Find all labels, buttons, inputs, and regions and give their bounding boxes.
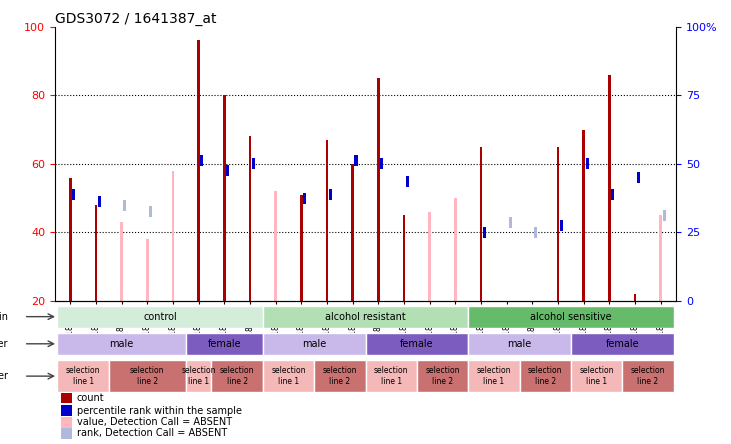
Bar	[622, 360, 673, 392]
Bar	[428, 212, 431, 301]
Bar	[223, 95, 226, 301]
Bar	[186, 333, 263, 355]
Bar	[314, 360, 366, 392]
Bar	[211, 360, 263, 392]
Text: control: control	[143, 312, 177, 321]
Bar	[608, 75, 610, 301]
Bar	[480, 147, 482, 301]
Bar	[149, 206, 152, 218]
Text: alcohol sensitive: alcohol sensitive	[530, 312, 612, 321]
Bar	[571, 333, 673, 355]
Text: selection
line 1: selection line 1	[271, 366, 306, 386]
Text: selection
line 2: selection line 2	[220, 366, 254, 386]
Bar	[468, 360, 520, 392]
Bar	[637, 172, 640, 183]
Bar	[366, 333, 468, 355]
Text: selection
line 2: selection line 2	[528, 366, 562, 386]
Bar	[186, 360, 211, 392]
Text: female: female	[400, 339, 433, 349]
Bar	[662, 210, 666, 221]
Bar	[61, 405, 72, 416]
Bar	[223, 157, 226, 301]
Bar	[326, 140, 328, 301]
Bar	[303, 193, 306, 204]
Bar	[146, 239, 148, 301]
Bar	[366, 360, 417, 392]
Text: strain: strain	[0, 312, 8, 321]
Bar	[468, 305, 673, 328]
Text: gender: gender	[0, 339, 8, 349]
Bar	[380, 159, 383, 169]
Bar	[611, 189, 614, 200]
Text: selection
line 1: selection line 1	[580, 366, 614, 386]
Bar	[557, 147, 559, 301]
Bar	[659, 215, 662, 301]
Text: alcohol resistant: alcohol resistant	[325, 312, 406, 321]
Bar	[468, 333, 571, 355]
Bar	[61, 417, 72, 428]
Text: female: female	[605, 339, 639, 349]
Text: selection
line 1: selection line 1	[181, 366, 216, 386]
Bar	[454, 198, 457, 301]
Bar	[109, 360, 186, 392]
Bar	[197, 40, 200, 301]
Text: value, Detection Call = ABSENT: value, Detection Call = ABSENT	[77, 417, 232, 427]
Text: selection
line 1: selection line 1	[374, 366, 409, 386]
Bar	[61, 392, 72, 403]
Bar	[586, 159, 588, 169]
Bar	[352, 164, 354, 301]
Bar	[249, 136, 251, 301]
Bar	[98, 196, 101, 207]
Bar	[226, 165, 229, 176]
Bar	[263, 305, 468, 328]
Bar	[58, 305, 263, 328]
Bar	[58, 360, 109, 392]
Bar	[94, 205, 97, 301]
Bar	[200, 155, 203, 166]
Bar	[121, 222, 123, 301]
Bar	[509, 217, 512, 228]
Bar	[58, 333, 186, 355]
Text: selection
line 1: selection line 1	[477, 366, 511, 386]
Bar	[251, 159, 255, 169]
Bar	[403, 215, 405, 301]
Bar	[571, 360, 622, 392]
Bar	[534, 227, 537, 238]
Bar	[483, 227, 486, 238]
Bar	[263, 333, 366, 355]
Bar	[172, 171, 174, 301]
Bar	[263, 360, 314, 392]
Text: rank, Detection Call = ABSENT: rank, Detection Call = ABSENT	[77, 428, 227, 438]
Text: selection
line 2: selection line 2	[322, 366, 357, 386]
Bar	[560, 220, 563, 231]
Text: selection
line 1: selection line 1	[66, 366, 100, 386]
Bar	[406, 175, 409, 186]
Bar	[69, 178, 72, 301]
Bar	[274, 191, 277, 301]
Text: selection
line 2: selection line 2	[631, 366, 665, 386]
Text: selection
line 2: selection line 2	[425, 366, 460, 386]
Text: percentile rank within the sample: percentile rank within the sample	[77, 406, 241, 416]
Text: other: other	[0, 371, 8, 381]
Bar	[634, 294, 637, 301]
Text: male: male	[507, 339, 531, 349]
Text: selection
line 2: selection line 2	[130, 366, 164, 386]
Bar	[583, 130, 585, 301]
Bar	[355, 155, 357, 166]
Text: female: female	[208, 339, 241, 349]
Bar	[124, 199, 126, 210]
Text: count: count	[77, 393, 105, 403]
Bar	[377, 78, 379, 301]
Bar	[300, 195, 303, 301]
Bar	[329, 189, 332, 200]
Text: male: male	[302, 339, 326, 349]
Text: GDS3072 / 1641387_at: GDS3072 / 1641387_at	[55, 12, 216, 26]
Bar	[520, 360, 571, 392]
Bar	[480, 147, 482, 301]
Bar	[417, 360, 468, 392]
Bar	[61, 428, 72, 439]
Text: male: male	[110, 339, 134, 349]
Bar	[72, 189, 75, 200]
